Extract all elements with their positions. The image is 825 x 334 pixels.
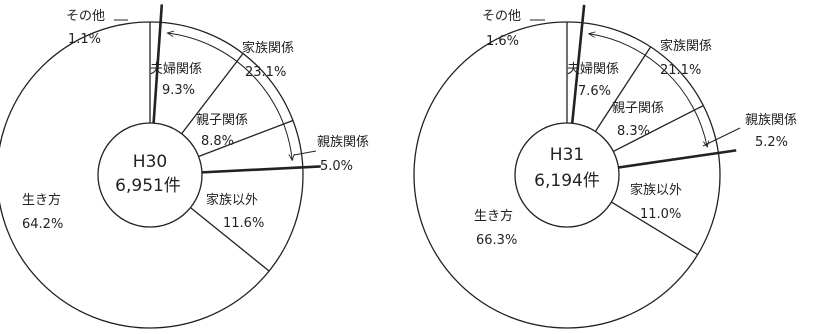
- inner-circle: [97, 122, 203, 228]
- slice-label-way-of-life: 生き方: [22, 192, 61, 208]
- group-value-family-relations: 23.1%: [245, 65, 286, 80]
- slice-value-way-of-life: 64.2%: [22, 217, 63, 232]
- group-label-family-relations: 家族関係: [242, 40, 294, 56]
- slice-boundary-6: [611, 201, 699, 256]
- leader-line-relatives: [702, 127, 741, 147]
- slice-label-couple: 夫婦関係: [150, 61, 202, 77]
- slice-label-non-family: 家族以外: [206, 192, 258, 208]
- slice-label-way-of-life: 生き方: [474, 208, 513, 224]
- group-label-family-relations: 家族関係: [660, 38, 712, 54]
- slice-value-other: 1.6%: [486, 34, 519, 49]
- slice-label-relatives: 親族関係: [317, 134, 369, 150]
- group-boundary-2: [201, 165, 321, 174]
- center-label: H31: [550, 145, 584, 165]
- slice-label-parent-child: 親子関係: [612, 101, 664, 116]
- center-total: 6,194件: [534, 171, 600, 191]
- slice-value-couple: 7.6%: [578, 84, 611, 99]
- slice-label-other: その他: [482, 9, 521, 24]
- group-value-family-relations: 21.1%: [660, 63, 701, 78]
- slice-label-couple: 夫婦関係: [567, 61, 619, 77]
- slice-label-relatives: 親族関係: [745, 112, 797, 128]
- slice-value-couple: 9.3%: [162, 83, 195, 98]
- donut-chart-1: H30 6,951件 その他 1.1% 夫婦関係 9.3%親子関係 8.8% 親族関係 5.0%…: [0, 4, 369, 329]
- group-boundary-1: [152, 4, 164, 124]
- group-boundary-2: [618, 149, 737, 169]
- slice-value-non-family: 11.0%: [640, 207, 681, 222]
- slice-boundary-6: [190, 207, 270, 272]
- slice-value-other: 1.1%: [68, 32, 101, 47]
- center-total: 6,951件: [115, 176, 181, 196]
- slice-value-parent-child: 8.8%: [201, 134, 234, 149]
- group-bracket-arc: [589, 34, 707, 147]
- inner-circle: [514, 122, 620, 228]
- slice-label-other: その他: [66, 9, 105, 24]
- donut-chart-2: H31 6,194件 その他 1.6% 夫婦関係 7.6%親子関係 8.3% 親族関係 5.2%…: [413, 4, 797, 329]
- leader-line-relatives: [293, 150, 317, 156]
- group-boundary-1: [570, 4, 586, 124]
- center-label: H30: [133, 152, 167, 172]
- slice-value-relatives: 5.0%: [320, 159, 353, 174]
- slice-value-relatives: 5.2%: [755, 135, 788, 150]
- group-bracket-arc: [167, 33, 292, 160]
- slice-label-parent-child: 親子関係: [196, 113, 248, 128]
- slice-value-way-of-life: 66.3%: [476, 233, 517, 248]
- slice-value-parent-child: 8.3%: [617, 124, 650, 139]
- slice-label-non-family: 家族以外: [630, 182, 682, 198]
- slice-value-non-family: 11.6%: [223, 216, 264, 231]
